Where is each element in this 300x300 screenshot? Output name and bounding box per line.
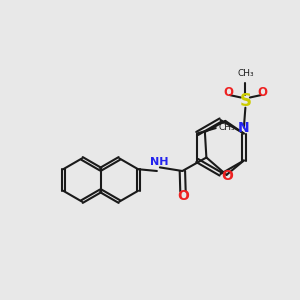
Text: N: N xyxy=(238,122,249,135)
Text: O: O xyxy=(222,169,234,182)
Text: S: S xyxy=(239,92,251,110)
Text: O: O xyxy=(177,190,189,203)
Text: O: O xyxy=(258,85,268,99)
Text: CH₃: CH₃ xyxy=(237,69,254,78)
Text: CH₃: CH₃ xyxy=(218,123,235,132)
Text: NH: NH xyxy=(150,157,168,167)
Text: O: O xyxy=(223,85,233,99)
